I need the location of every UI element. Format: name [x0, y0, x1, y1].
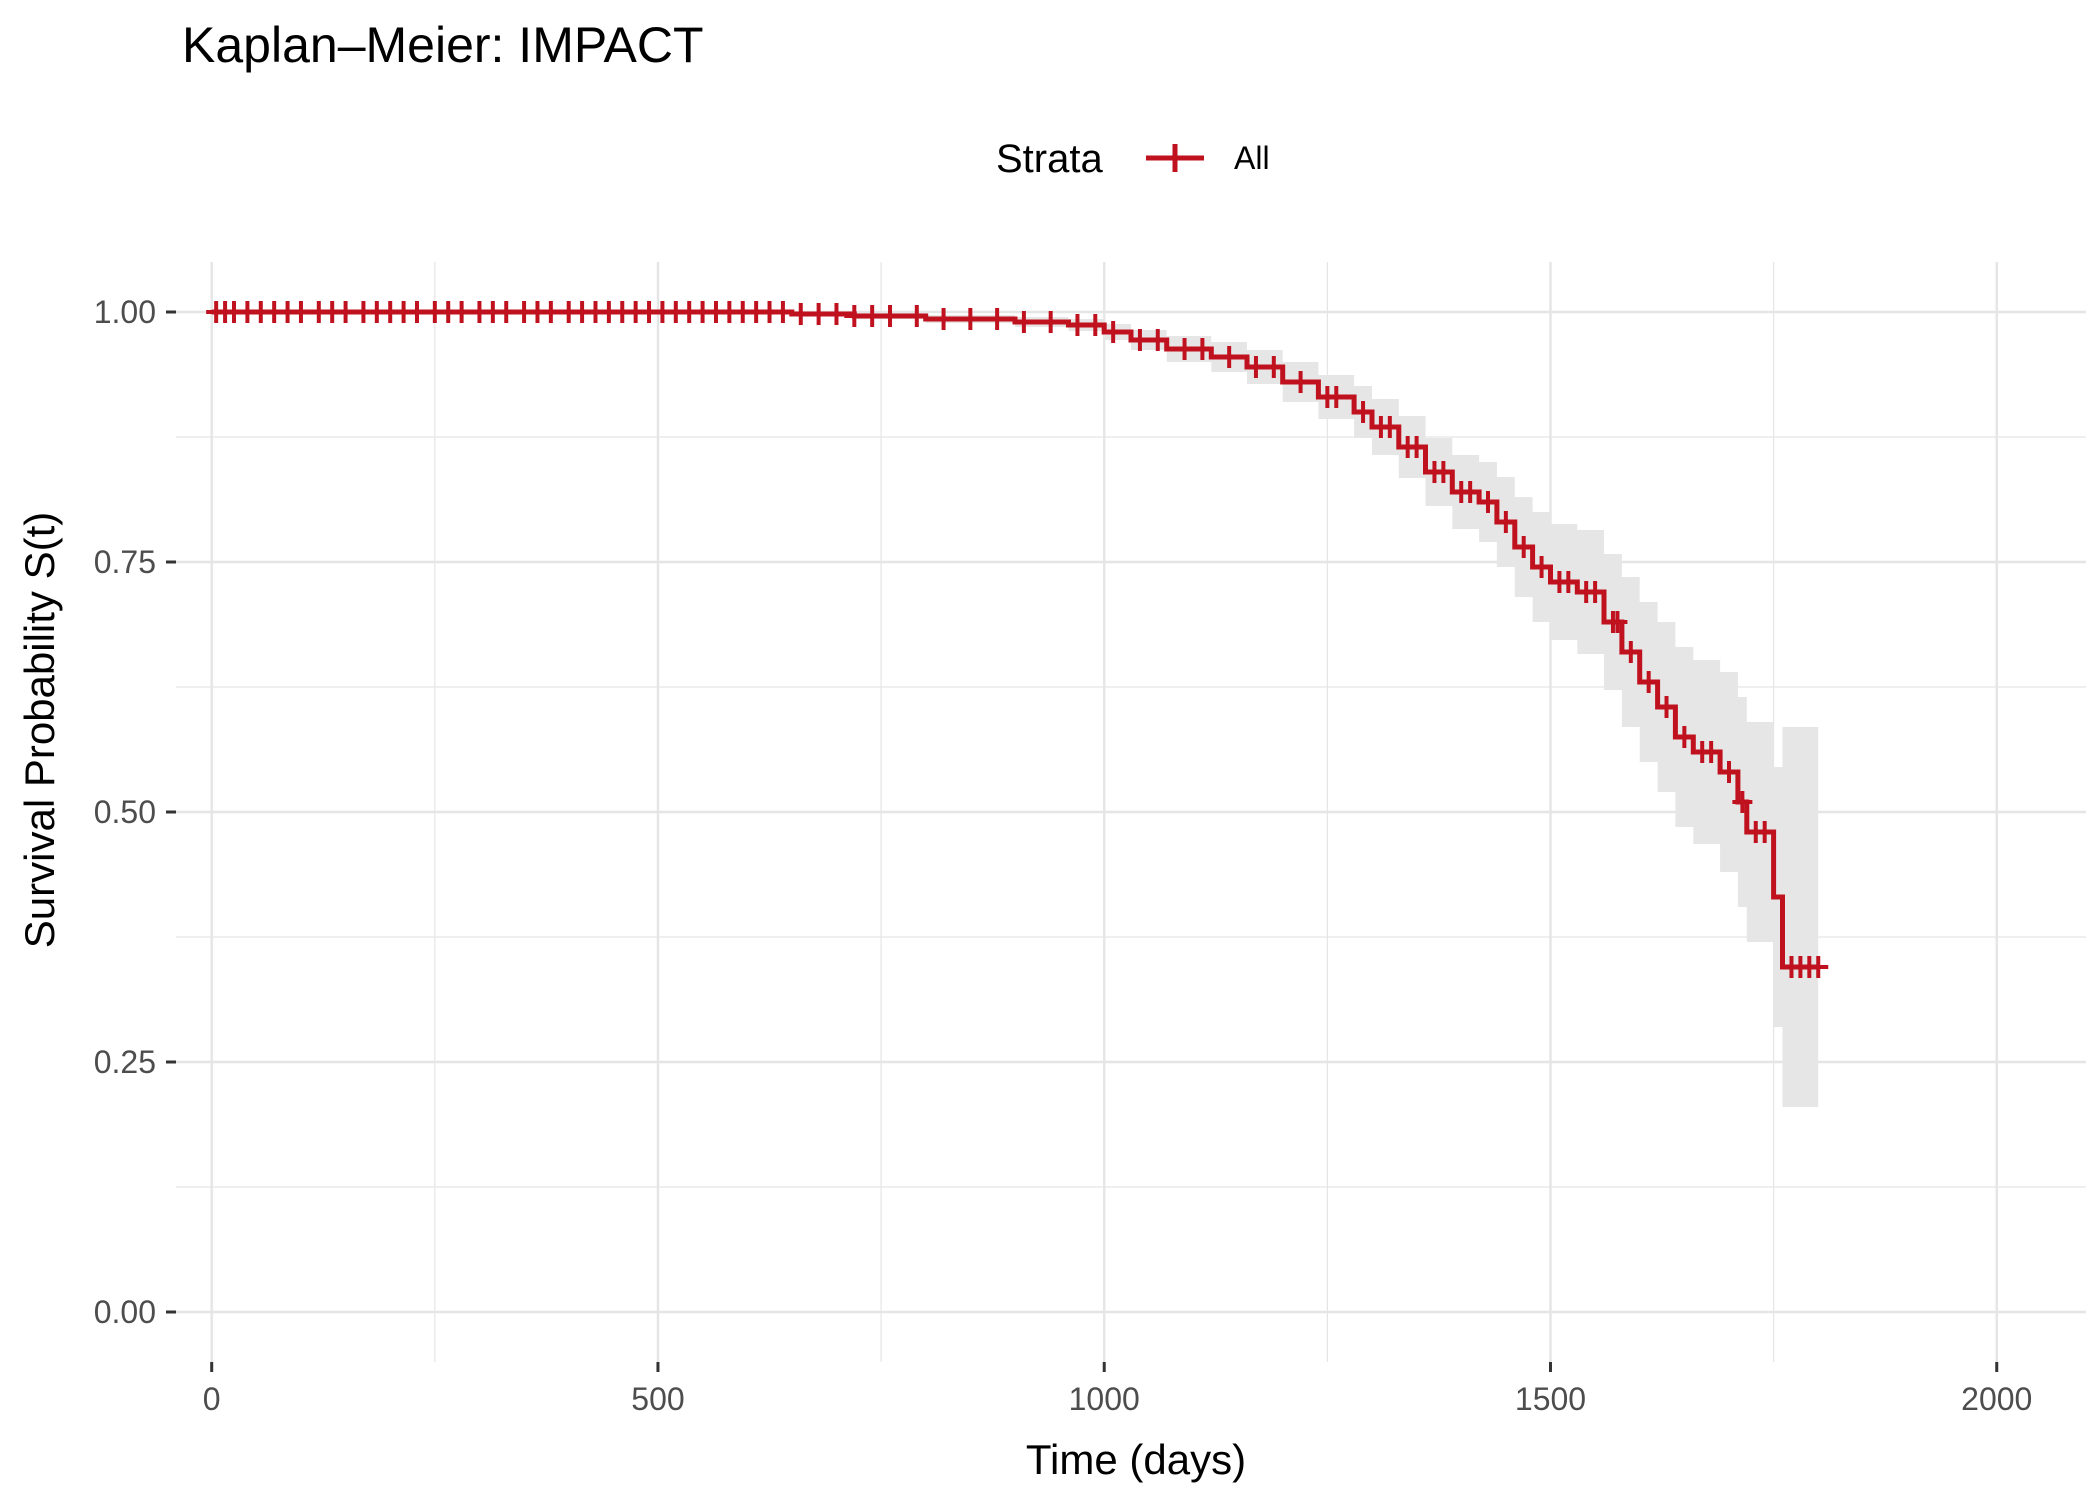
censor-mark [1808, 956, 1829, 978]
y-tick-label: 1.00 [94, 294, 156, 330]
censor-mark [1326, 386, 1347, 408]
censor-mark [335, 301, 356, 323]
censor-mark [960, 308, 981, 330]
censor-marks [206, 301, 1829, 978]
x-tick-label: 500 [631, 1381, 684, 1417]
censor-mark [451, 301, 472, 323]
censor-mark [933, 308, 954, 330]
censor-mark [1558, 571, 1579, 593]
censor-mark [290, 301, 311, 323]
censor-mark [1174, 338, 1195, 360]
grid-lines [176, 262, 2086, 1362]
censor-mark [1701, 741, 1722, 763]
x-tick-label: 1500 [1515, 1381, 1586, 1417]
y-axis: 0.00 0.25 0.50 0.75 1.00 [94, 294, 176, 1330]
censor-mark [1531, 556, 1552, 578]
censor-mark [808, 303, 829, 325]
censor-mark [862, 305, 883, 327]
x-axis-title: Time (days) [1026, 1436, 1246, 1483]
censor-mark [1290, 371, 1311, 393]
censor-mark [1620, 641, 1641, 663]
x-tick-label: 2000 [1961, 1381, 2032, 1417]
censor-mark [1353, 401, 1374, 423]
censor-mark [1674, 726, 1695, 748]
legend: Strata All [996, 137, 1270, 181]
censor-mark [826, 303, 847, 325]
censor-mark [1460, 481, 1481, 503]
censor-mark [406, 301, 427, 323]
censor-mark [906, 305, 927, 327]
censor-mark [844, 305, 865, 327]
ci-band [211, 312, 1819, 1107]
censor-mark [540, 301, 561, 323]
censor-mark [1103, 321, 1124, 343]
censor-mark [987, 308, 1008, 330]
censor-mark [1263, 356, 1284, 378]
censor-mark [496, 301, 517, 323]
censor-mark [1129, 329, 1150, 351]
legend-label-all: All [1234, 140, 1270, 176]
y-tick-label: 0.75 [94, 544, 156, 580]
censor-mark [1718, 761, 1739, 783]
censor-mark [790, 303, 811, 325]
censor-mark [1147, 329, 1168, 351]
censor-mark [1433, 461, 1454, 483]
confidence-band [211, 312, 1819, 1107]
x-axis: 0 500 1000 1500 2000 [203, 1362, 2032, 1417]
legend-title: Strata [996, 137, 1103, 181]
y-tick-label: 0.50 [94, 794, 156, 830]
censor-mark [1085, 314, 1106, 336]
censor-mark [1379, 416, 1400, 438]
y-tick-label: 0.25 [94, 1044, 156, 1080]
censor-mark [1040, 311, 1061, 333]
legend-key-all [1146, 144, 1204, 172]
censor-mark [1067, 314, 1088, 336]
censor-mark [1607, 611, 1628, 633]
censor-mark [880, 305, 901, 327]
censor-mark [1732, 791, 1753, 813]
censor-mark [1478, 491, 1499, 513]
censor-mark [1406, 436, 1427, 458]
censor-mark [772, 301, 793, 323]
chart-title: Kaplan–Meier: IMPACT [182, 17, 703, 73]
censor-mark [1495, 511, 1516, 533]
censor-mark [1656, 696, 1677, 718]
y-axis-title: Survival Probability S(t) [16, 512, 63, 948]
y-tick-label: 0.00 [94, 1294, 156, 1330]
censor-mark [1754, 821, 1775, 843]
censor-mark [1513, 536, 1534, 558]
censor-mark [1192, 338, 1213, 360]
censor-mark [1013, 311, 1034, 333]
censor-mark [1219, 346, 1240, 368]
x-tick-label: 0 [203, 1381, 221, 1417]
censor-mark [1585, 581, 1606, 603]
censor-mark [1245, 356, 1266, 378]
censor-mark [1638, 671, 1659, 693]
x-tick-label: 1000 [1069, 1381, 1140, 1417]
